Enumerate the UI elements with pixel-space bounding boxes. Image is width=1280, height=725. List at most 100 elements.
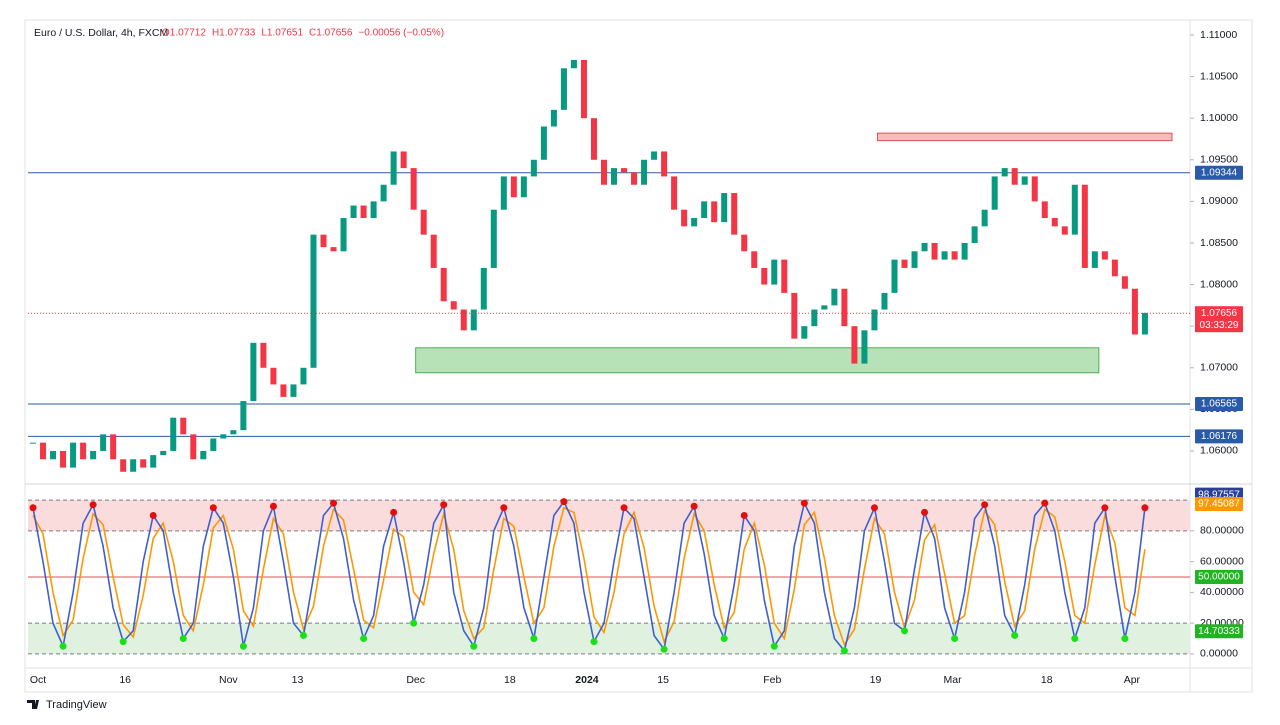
ohlc-value: −0.00056 (−0.05%) [358,28,444,39]
x-tick-label: 18 [1041,674,1053,686]
x-tick-label: 13 [292,674,304,686]
candle [861,330,868,364]
peak-dot [870,504,878,512]
candle [570,59,577,69]
candle [200,450,207,460]
candle [851,326,858,364]
candle [781,259,788,293]
candle [310,234,317,368]
candle [1011,168,1018,185]
y-tick-label: 1.07000 [1200,362,1238,374]
candle [1031,176,1038,202]
candle [400,151,407,169]
candle [751,251,758,268]
oscillator-line [32,506,1146,647]
peak-dot [690,502,698,510]
y-tick-label: 0.00000 [1200,648,1238,660]
zone [415,347,1100,374]
candle [230,430,237,435]
candle [490,209,497,268]
candle [370,201,377,219]
peak-dot [390,508,398,516]
y-tick-label: 60.00000 [1200,555,1244,567]
x-tick-label: Nov [219,674,238,686]
candle [590,118,597,160]
ohlc-value: C1.07656 [309,28,353,39]
trough-dot [59,642,67,650]
oscillator-badge: 14.70333 [1198,626,1240,637]
candle [881,292,888,310]
trough-dot [660,645,668,653]
candle [510,176,517,198]
trough-dot [1071,635,1079,643]
candle [90,450,97,460]
candle [80,442,87,460]
candle [721,193,728,223]
candle [811,309,818,327]
candle [791,292,798,339]
peak-dot [29,504,37,512]
y-tick-label: 1.09000 [1200,195,1238,207]
oscillator-badge: 97.45087 [1198,499,1240,510]
zone [876,132,1173,142]
trough-dot [951,635,959,643]
peak-dot [981,501,989,509]
candle [661,151,668,177]
candle [430,234,437,268]
candle [280,384,287,397]
candle [1131,288,1138,335]
candle [1091,251,1098,268]
peak-dot [209,504,217,512]
y-tick-label: 1.11000 [1200,29,1237,41]
candle [550,109,557,127]
trough-dot [770,642,778,650]
candle [260,342,267,368]
peak-dot [440,501,448,509]
candle [100,434,107,451]
oscillator-badge-bg [1195,496,1243,511]
peak-dot [1041,499,1049,507]
candle [741,234,748,252]
peak-dot [269,502,277,510]
candle [731,193,738,235]
peak-dot [500,504,508,512]
candle [641,159,648,185]
candle [1001,168,1008,177]
y-tick-label: 1.08500 [1200,237,1238,249]
candle [40,442,47,460]
candle [470,309,477,331]
candle [631,172,638,185]
oscillator-badge: 98.97557 [1198,489,1240,500]
candle [360,205,367,219]
trough-dot [590,638,598,646]
x-tick-label: 16 [119,674,131,686]
band [28,500,1190,531]
candle [901,259,908,268]
candle [691,218,698,227]
candle [711,201,718,223]
trough-dot [720,635,728,643]
trough-dot [1011,631,1019,639]
candle [190,434,197,460]
oscillator-badge-bg [1195,570,1243,584]
candle [220,434,227,439]
candle [771,259,778,285]
candle [480,267,487,310]
candle [450,301,457,310]
trough-dot [840,647,848,655]
candle [841,288,848,327]
y-tick-label: 1.10000 [1200,112,1238,124]
candle [390,151,397,185]
candle [290,384,297,397]
hline-label-bg [1195,396,1243,411]
trough-dot [1121,635,1129,643]
hline-label: 1.09344 [1201,167,1238,178]
price-label: 1.07656 [1201,308,1238,319]
candle [801,326,808,339]
candle [891,259,898,293]
candle [831,288,838,306]
candle [460,309,467,331]
trough-dot [179,635,187,643]
hline-label-bg [1195,165,1243,180]
candle [1121,276,1128,289]
